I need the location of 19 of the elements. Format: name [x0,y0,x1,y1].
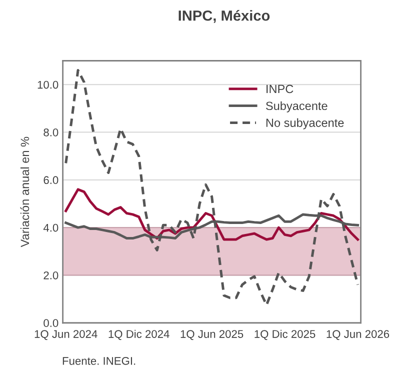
line-series [64,188,360,241]
y-tick-label: 2.0 [44,271,58,280]
line-series [64,69,360,306]
legend-label: No subyacente [266,118,344,130]
x-tick-label: 1Q Jun 2026 [326,330,390,340]
chart-title: INPC, México [178,10,270,23]
legend-label: INPC [266,84,294,94]
y-tick-label: 6.0 [44,176,58,184]
y-tick-label: 0.0 [44,319,58,328]
y-axis-title: Variación anual en % [20,136,30,248]
legend-label: Subyacente [266,101,328,112]
source-note: Fuente. INEGI. [62,356,136,365]
y-tick-label: 4.0 [43,224,58,232]
x-tick-label: 1Q Dic 2025 [254,330,316,340]
y-tick-label: 8.0 [44,128,58,136]
x-tick-label: 1Q Jun 2024 [34,330,98,340]
x-tick-label: 1Q Jun 2025 [180,330,244,340]
x-tick-label: 1Q Dic 2024 [108,330,170,340]
y-tick-label: 10.0 [38,80,58,89]
